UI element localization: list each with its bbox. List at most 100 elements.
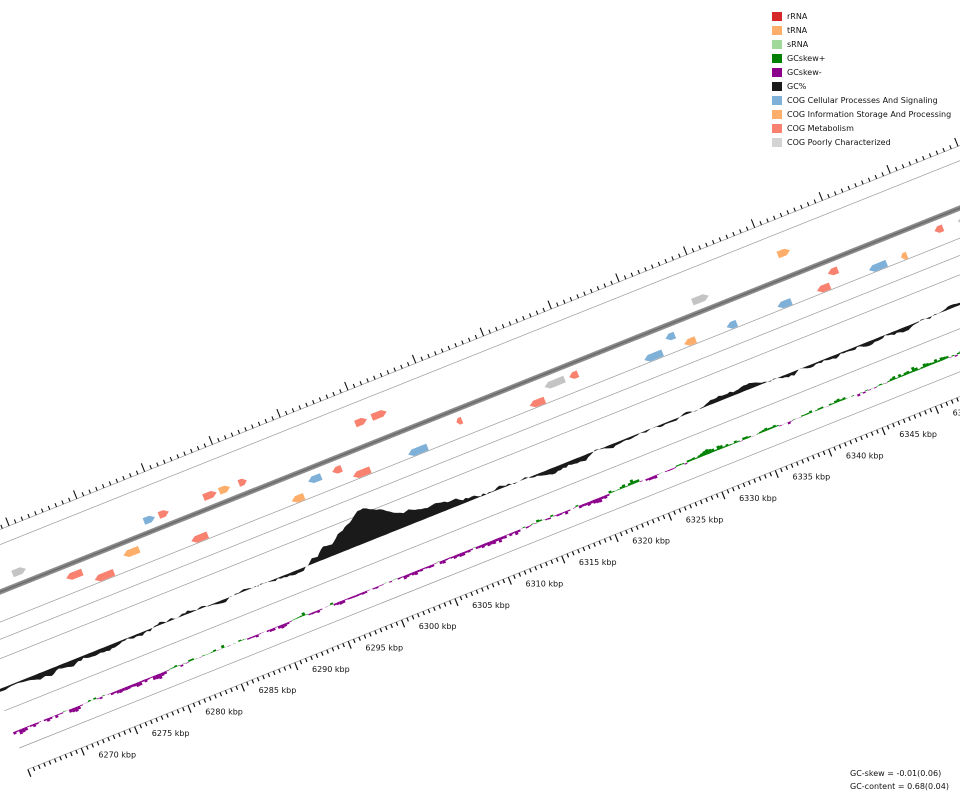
gc-skew-bar — [85, 702, 88, 703]
scale-tick — [610, 537, 611, 541]
ruler-tick — [286, 411, 287, 415]
gc-skew-bar — [506, 534, 509, 536]
ruler-tick — [536, 311, 537, 315]
ruler-tick — [345, 382, 348, 390]
gene-feature — [901, 252, 908, 260]
gc-skew-bar — [829, 403, 832, 405]
scale-tick — [71, 752, 72, 756]
gc-skew-bar — [949, 357, 952, 359]
ruler-tick — [923, 156, 924, 160]
gc-skew-bar — [887, 380, 890, 382]
gc-skew-bar — [550, 515, 553, 518]
gc-skew-bar — [294, 618, 297, 620]
scale-tick — [49, 761, 50, 765]
gc-skew-bar — [729, 444, 732, 446]
ruler-tick — [319, 397, 320, 401]
gc-skew-bar — [854, 395, 857, 396]
sequence-stats: GC-skew = -0.01(0.06) GC-content = 0.68(… — [850, 767, 949, 793]
scale-tick — [209, 697, 210, 701]
gc-skew-bar — [370, 589, 373, 590]
ruler-tick — [548, 301, 551, 309]
gc-skew-bar — [147, 678, 150, 681]
scale-tick — [273, 671, 274, 675]
gc-skew-bar — [102, 695, 105, 697]
gc-skew-bar — [166, 670, 169, 672]
gc-skew-bar — [751, 436, 754, 437]
gc-skew-bar — [526, 526, 529, 529]
scale-tick — [364, 635, 365, 639]
ruler-tick — [209, 436, 212, 444]
ruler-tick — [835, 191, 836, 195]
scale-tick — [44, 763, 45, 767]
gc-skew-bar — [606, 494, 609, 497]
legend-item-gcskew-plus: GCskew+ — [772, 51, 951, 65]
legend-label: GCskew- — [787, 68, 822, 77]
gc-skew-bar — [882, 383, 885, 385]
gc-skew-bar — [305, 614, 308, 616]
gc-skew-bar — [113, 691, 116, 694]
scale-tick — [466, 594, 467, 598]
ruler-tick — [591, 289, 592, 293]
ruler-tick — [726, 235, 727, 239]
ruler-tick — [1, 525, 2, 529]
gc-skew-bar — [261, 632, 264, 633]
ruler-tick — [631, 273, 632, 277]
ruler-tick — [557, 303, 558, 307]
ruler-tick — [170, 457, 171, 461]
ruler-tick — [299, 406, 300, 410]
ruler-tick — [909, 162, 910, 166]
gc-skew-bar — [353, 595, 357, 598]
ruler-tick — [136, 471, 137, 475]
ruler-tick — [184, 452, 185, 456]
ruler-tick — [684, 246, 687, 254]
legend-item-srna: sRNA — [772, 37, 951, 51]
gc-skew-bar — [575, 505, 578, 507]
scale-tick — [631, 528, 632, 532]
scale-tick — [156, 718, 157, 722]
gc-skew-bar — [656, 474, 659, 476]
scale-tick — [620, 532, 621, 536]
ruler-tick — [746, 227, 747, 231]
scale-tick — [225, 690, 226, 694]
gc-skew-bar — [386, 582, 389, 583]
scale-tick — [845, 443, 846, 447]
gc-skew-bar — [186, 662, 189, 664]
scale-tick — [765, 475, 766, 479]
gc-skew-bar — [668, 469, 671, 471]
ruler-tick — [807, 202, 808, 206]
gc-skew-bar — [806, 412, 809, 414]
ruler-tick — [191, 449, 192, 453]
gc-skew-bar — [812, 411, 815, 412]
ruler-tick — [408, 362, 409, 366]
gc-skew-bar — [392, 579, 395, 580]
scale-tick — [188, 705, 191, 712]
gene-feature — [308, 473, 322, 483]
scale-label: 6335 kbp — [793, 473, 831, 482]
scale-tick — [145, 722, 146, 726]
scale-tick — [455, 598, 458, 605]
ruler-tick — [882, 172, 883, 176]
scale-tick — [81, 748, 84, 755]
scale-tick — [92, 744, 93, 748]
scale-tick — [722, 492, 725, 499]
gc-skew-bar — [194, 658, 197, 659]
gc-skew-bar — [901, 375, 904, 377]
gc-skew-bar — [183, 663, 186, 664]
scale-tick — [893, 423, 894, 427]
legend-item-cog-metabolism: COG Metabolism — [772, 121, 951, 135]
scale-tick — [503, 579, 504, 583]
gc-skew-bar — [445, 558, 448, 561]
legend-swatch — [772, 26, 782, 35]
legend-item-trna: tRNA — [772, 23, 951, 37]
gc-skew-bar — [244, 638, 247, 639]
legend-label: GC% — [787, 82, 806, 91]
scale-tick — [770, 473, 771, 477]
gc-skew-bar — [556, 514, 559, 517]
scale-tick — [60, 757, 61, 761]
ruler-tick — [231, 433, 232, 437]
scale-tick — [241, 684, 244, 691]
scale-label: 6295 kbp — [365, 644, 403, 653]
scale-tick — [295, 663, 298, 670]
gc-skew-bar — [225, 646, 228, 647]
scale-tick — [674, 511, 675, 515]
